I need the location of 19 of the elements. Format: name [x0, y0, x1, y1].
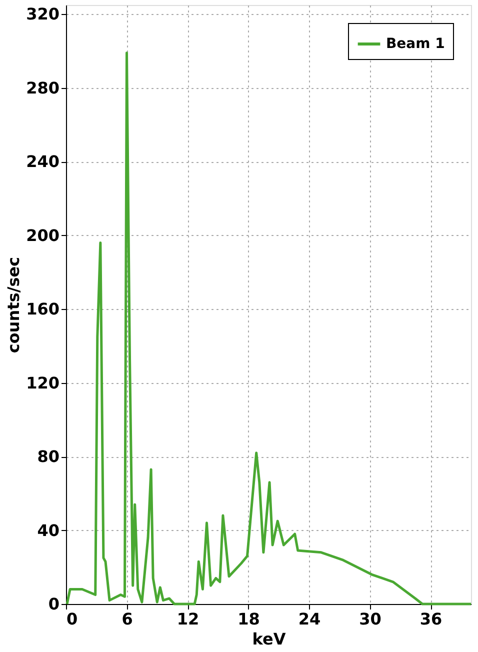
x-tick-label: 18: [238, 610, 260, 628]
y-tick-label: 120: [26, 373, 60, 392]
x-tick-label: 36: [420, 610, 442, 628]
x-tick-label: 6: [122, 610, 133, 628]
x-tick-label: 12: [176, 610, 200, 628]
x-tick-label: 30: [359, 610, 382, 628]
y-tick-label: 80: [37, 447, 60, 466]
y-axis-title: counts/sec: [4, 256, 24, 354]
y-tick-label: 320: [26, 4, 60, 24]
y-tick-label: 0: [48, 594, 60, 614]
x-tick-label: 0: [66, 610, 78, 628]
y-tick-label: 160: [26, 300, 60, 319]
y-tick-label: 280: [26, 78, 60, 98]
legend-label: Beam 1: [386, 36, 445, 52]
x-tick-label: 24: [298, 610, 321, 628]
y-tick-label: 40: [37, 520, 60, 540]
x-axis-title: keV: [252, 630, 286, 648]
y-tick-label: 200: [26, 226, 60, 245]
y-tick-label: 240: [26, 152, 60, 172]
